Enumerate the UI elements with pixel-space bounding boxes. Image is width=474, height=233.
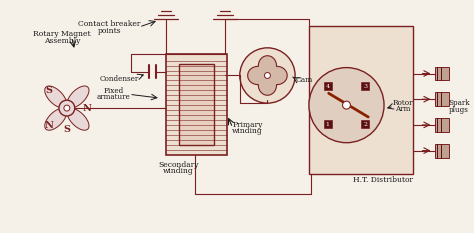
Text: Secondary: Secondary (158, 161, 199, 169)
Bar (436, 118, 449, 132)
Circle shape (59, 100, 75, 116)
Text: Rotor: Rotor (392, 99, 413, 107)
Bar (436, 92, 449, 106)
Circle shape (240, 48, 295, 103)
Bar (361, 82, 369, 90)
Bar (436, 67, 449, 80)
Bar (436, 144, 449, 158)
Bar (324, 82, 332, 90)
Text: winding: winding (232, 127, 263, 135)
Circle shape (64, 105, 70, 111)
Bar (361, 120, 369, 128)
Text: Contact breaker: Contact breaker (78, 20, 140, 28)
Text: S: S (64, 125, 70, 134)
Text: N: N (82, 104, 91, 113)
Polygon shape (45, 86, 67, 108)
Text: Rotary Magnet: Rotary Magnet (33, 30, 91, 38)
Circle shape (309, 68, 384, 143)
Text: Condenser: Condenser (100, 75, 139, 83)
Text: 2: 2 (364, 121, 367, 127)
Text: Spark: Spark (448, 99, 470, 107)
Polygon shape (45, 108, 67, 130)
Text: Fixed: Fixed (103, 87, 123, 95)
Polygon shape (67, 86, 89, 108)
Text: armature: armature (96, 93, 130, 101)
Circle shape (343, 101, 350, 109)
Text: Arm: Arm (395, 105, 410, 113)
Text: H.T. Distributor: H.T. Distributor (353, 176, 413, 184)
Polygon shape (248, 56, 287, 95)
Bar (166, 54, 227, 154)
Text: N: N (45, 121, 54, 130)
Text: 1: 1 (326, 121, 329, 127)
Text: points: points (98, 27, 121, 35)
Circle shape (264, 72, 270, 79)
Text: plugs: plugs (449, 106, 469, 114)
Polygon shape (67, 108, 89, 130)
Bar (309, 26, 413, 174)
Text: 4: 4 (326, 84, 330, 89)
Text: S: S (46, 86, 53, 95)
Text: winding: winding (163, 167, 194, 175)
Text: Cam: Cam (295, 76, 313, 84)
Text: Primary: Primary (232, 121, 263, 129)
Text: 3: 3 (364, 84, 367, 89)
Text: Assembly: Assembly (44, 37, 80, 45)
Bar (324, 120, 332, 128)
Bar (179, 64, 214, 145)
